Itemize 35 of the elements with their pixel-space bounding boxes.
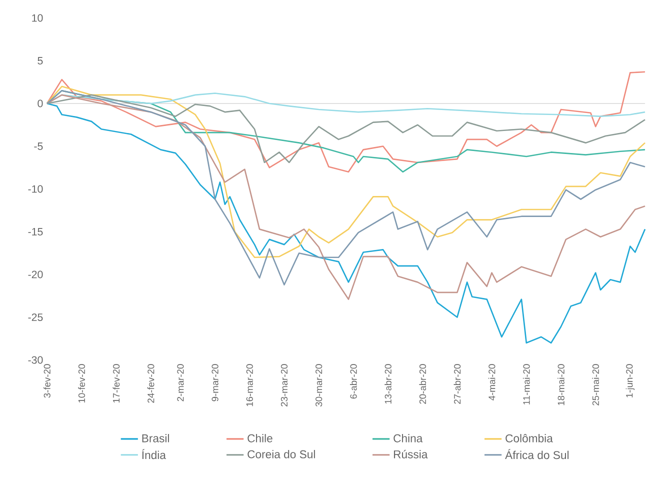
legend-label: Brasil [142,434,169,442]
x-tick-label: 24-fev-20 [147,364,154,403]
y-tick-label: -25 [28,313,43,322]
legend-label: Colômbia [506,434,553,442]
legend-label: África do Sul [505,449,569,460]
x-tick-label: 17-fev-20 [112,364,120,403]
x-tick-label: 6-abr-20 [350,364,357,399]
y-tick-label: -20 [28,270,43,278]
y-tick-label: 10 [32,14,43,22]
legend-label: Coreia do Sul [248,450,315,458]
x-tick-label: 20-abr-20 [419,364,426,404]
x-tick-label: 2-mar-20 [177,364,184,402]
legend-label: China [394,434,423,442]
x-tick-label: 9-mar-20 [212,364,218,402]
x-tick-label: 13-abr-20 [384,364,392,404]
legend-label: Índia [142,449,166,460]
x-tick-label: 10-fev-20 [78,364,86,403]
x-tick-label: 3-fev-20 [44,364,50,398]
legend-label: Rússia [394,450,428,458]
y-tick-label: 5 [38,57,43,64]
x-tick-label: 1-jun-20 [626,364,635,398]
x-tick-label: 16-mar-20 [246,364,253,406]
x-tick-label: 30-mar-20 [316,364,322,407]
x-tick-label: 25-mai-20 [592,364,599,406]
x-tick-label: 23-mar-20 [280,364,288,406]
y-tick-label: -5 [34,142,43,150]
y-tick-label: 0 [38,100,43,108]
y-tick-label: -30 [28,356,43,364]
x-tick-label: 27-abr-20 [454,364,461,404]
x-tick-label: 11-mai-20 [522,364,530,404]
x-tick-label: 4-mai-20 [488,364,496,400]
y-tick-label: -15 [28,228,43,236]
x-tick-label: 18-mai-20 [558,364,564,406]
legend-label: Chile [248,434,272,442]
y-tick-label: -10 [28,185,43,193]
